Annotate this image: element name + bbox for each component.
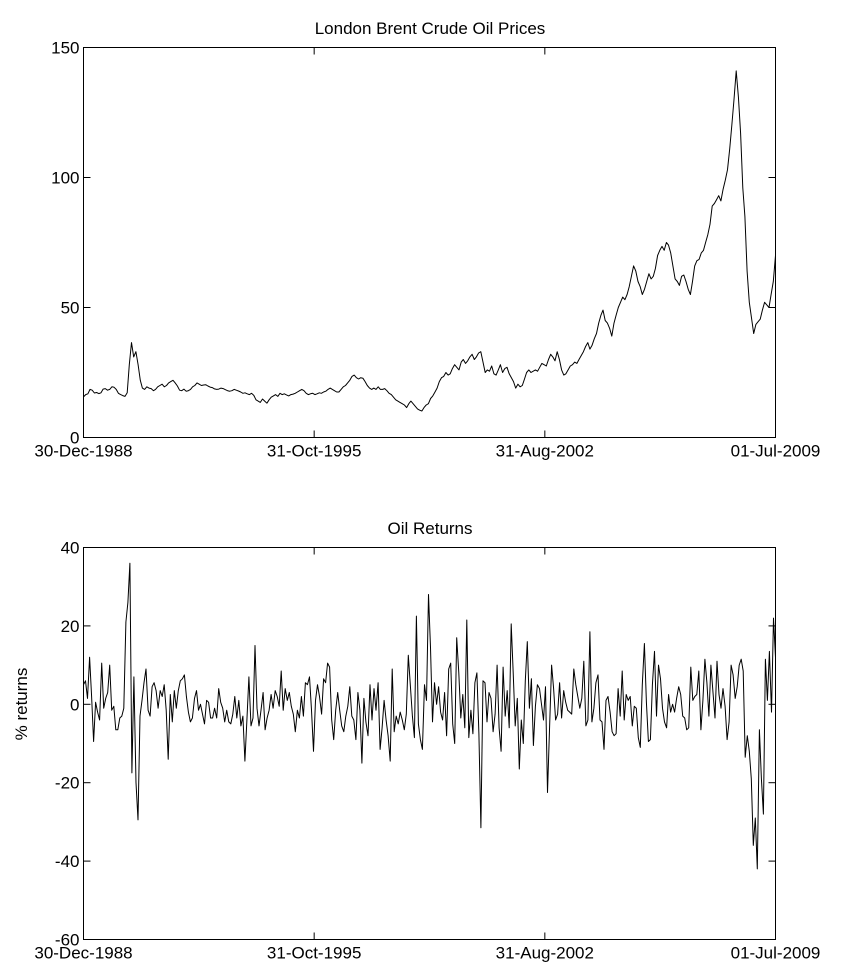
x-tick-label: 30-Dec-1988 xyxy=(34,944,132,963)
y-tick-label: -40 xyxy=(55,852,80,871)
y-tick-label: 150 xyxy=(51,39,79,58)
x-tick-label: 01-Jul-2009 xyxy=(731,944,821,963)
y-tick-label: -20 xyxy=(55,774,80,793)
x-tick-label: 31-Oct-1995 xyxy=(267,944,362,963)
oil-returns-y-ticks: -60 -40 -20 0 20 40 xyxy=(55,539,776,950)
y-tick-label: 0 xyxy=(70,695,79,714)
x-tick-label: 30-Dec-1988 xyxy=(34,442,132,461)
oil-prices-chart: London Brent Crude Oil Prices 050100150 … xyxy=(34,19,820,461)
y-tick-label: -60 xyxy=(55,931,80,950)
y-axis-label: % returns xyxy=(12,668,31,741)
oil-prices-y-ticks: 0 50 100 150 xyxy=(51,39,776,448)
oil-returns-x-ticks: 30-Dec-1988 31-Oct-1995 31-Aug-2002 01-Jul-… xyxy=(34,547,821,963)
x-tick-label: 31-Oct-1995 xyxy=(267,442,362,461)
y-tick-label: 100 xyxy=(51,169,79,188)
chart-title: London Brent Crude Oil Prices xyxy=(315,19,546,38)
x-tick-label: 01-Jul-2009 xyxy=(731,442,821,461)
oil-prices-plot-area xyxy=(83,70,776,412)
oil-prices-x-ticks: 30-Dec-1988 31-Oct-1995 31-Aug-2002 01-Jul-… xyxy=(34,47,821,461)
oil-prices-axes xyxy=(83,47,776,438)
series-line xyxy=(83,562,776,870)
oil-returns-chart: Oil Returns % returns -60 -40 -20 0 20 40 30-… xyxy=(12,519,820,963)
y-tick-label: 40 xyxy=(61,539,80,558)
y-tick-label: 50 xyxy=(61,299,80,318)
oil-returns-plot-area xyxy=(83,562,776,870)
y-tick-label: 20 xyxy=(61,617,80,636)
oil-returns-axes xyxy=(83,547,776,940)
x-tick-label: 31-Aug-2002 xyxy=(496,944,594,963)
series-line xyxy=(83,70,776,412)
chart-title: Oil Returns xyxy=(387,519,472,538)
x-tick-label: 31-Aug-2002 xyxy=(496,442,594,461)
y-tick-label: 0 xyxy=(70,429,79,448)
